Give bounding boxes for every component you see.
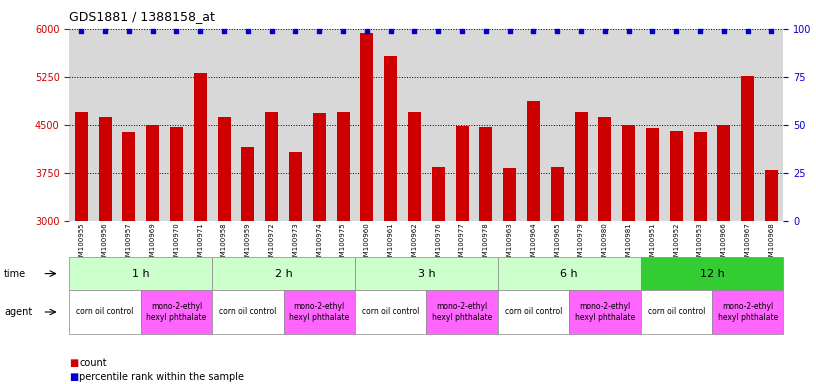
- Point: [99, 28, 112, 34]
- Bar: [479, 127, 492, 384]
- Bar: [670, 131, 683, 384]
- Bar: [408, 112, 421, 384]
- Point: [242, 28, 255, 34]
- Bar: [146, 125, 159, 384]
- Point: [479, 28, 492, 34]
- Point: [622, 28, 635, 34]
- Point: [694, 28, 707, 34]
- Bar: [527, 101, 540, 384]
- Text: corn oil control: corn oil control: [220, 308, 277, 316]
- Point: [146, 28, 159, 34]
- Text: ■: ■: [69, 372, 78, 382]
- Bar: [646, 128, 659, 384]
- Bar: [336, 112, 349, 384]
- Bar: [75, 112, 88, 384]
- Bar: [384, 56, 397, 384]
- Text: mono-2-ethyl
hexyl phthalate: mono-2-ethyl hexyl phthalate: [146, 302, 206, 322]
- Bar: [361, 33, 374, 384]
- Text: mono-2-ethyl
hexyl phthalate: mono-2-ethyl hexyl phthalate: [289, 302, 349, 322]
- Text: mono-2-ethyl
hexyl phthalate: mono-2-ethyl hexyl phthalate: [574, 302, 635, 322]
- Bar: [242, 147, 255, 384]
- Point: [717, 28, 730, 34]
- Bar: [765, 170, 778, 384]
- Text: 6 h: 6 h: [561, 268, 578, 279]
- Text: 2 h: 2 h: [275, 268, 292, 279]
- Text: corn oil control: corn oil control: [505, 308, 562, 316]
- Bar: [622, 125, 635, 384]
- Text: mono-2-ethyl
hexyl phthalate: mono-2-ethyl hexyl phthalate: [432, 302, 492, 322]
- Point: [289, 28, 302, 34]
- Text: corn oil control: corn oil control: [362, 308, 419, 316]
- Bar: [193, 73, 206, 384]
- Point: [574, 28, 588, 34]
- Point: [265, 28, 278, 34]
- Text: corn oil control: corn oil control: [648, 308, 705, 316]
- Text: 1 h: 1 h: [132, 268, 149, 279]
- Point: [741, 28, 754, 34]
- Bar: [99, 117, 112, 384]
- Text: percentile rank within the sample: percentile rank within the sample: [79, 372, 244, 382]
- Bar: [122, 132, 135, 384]
- Bar: [455, 126, 468, 384]
- Point: [646, 28, 659, 34]
- Point: [193, 28, 206, 34]
- Point: [670, 28, 683, 34]
- Bar: [574, 112, 588, 384]
- Text: ■: ■: [69, 358, 78, 368]
- Point: [384, 28, 397, 34]
- Point: [336, 28, 349, 34]
- Bar: [218, 117, 231, 384]
- Text: corn oil control: corn oil control: [77, 308, 134, 316]
- Bar: [313, 113, 326, 384]
- Point: [551, 28, 564, 34]
- Point: [432, 28, 445, 34]
- Bar: [432, 167, 445, 384]
- Bar: [741, 76, 754, 384]
- Point: [527, 28, 540, 34]
- Bar: [503, 168, 517, 384]
- Bar: [170, 127, 183, 384]
- Text: time: time: [4, 268, 26, 279]
- Point: [598, 28, 611, 34]
- Point: [765, 28, 778, 34]
- Point: [361, 28, 374, 34]
- Point: [408, 28, 421, 34]
- Text: 12 h: 12 h: [699, 268, 725, 279]
- Text: count: count: [79, 358, 107, 368]
- Point: [455, 28, 468, 34]
- Bar: [694, 132, 707, 384]
- Text: agent: agent: [4, 307, 33, 317]
- Bar: [717, 126, 730, 384]
- Point: [218, 28, 231, 34]
- Text: GDS1881 / 1388158_at: GDS1881 / 1388158_at: [69, 10, 215, 23]
- Bar: [551, 167, 564, 384]
- Point: [313, 28, 326, 34]
- Point: [170, 28, 183, 34]
- Bar: [289, 152, 302, 384]
- Bar: [598, 117, 611, 384]
- Text: 3 h: 3 h: [418, 268, 435, 279]
- Bar: [265, 112, 278, 384]
- Point: [75, 28, 88, 34]
- Point: [503, 28, 517, 34]
- Point: [122, 28, 135, 34]
- Text: mono-2-ethyl
hexyl phthalate: mono-2-ethyl hexyl phthalate: [717, 302, 778, 322]
